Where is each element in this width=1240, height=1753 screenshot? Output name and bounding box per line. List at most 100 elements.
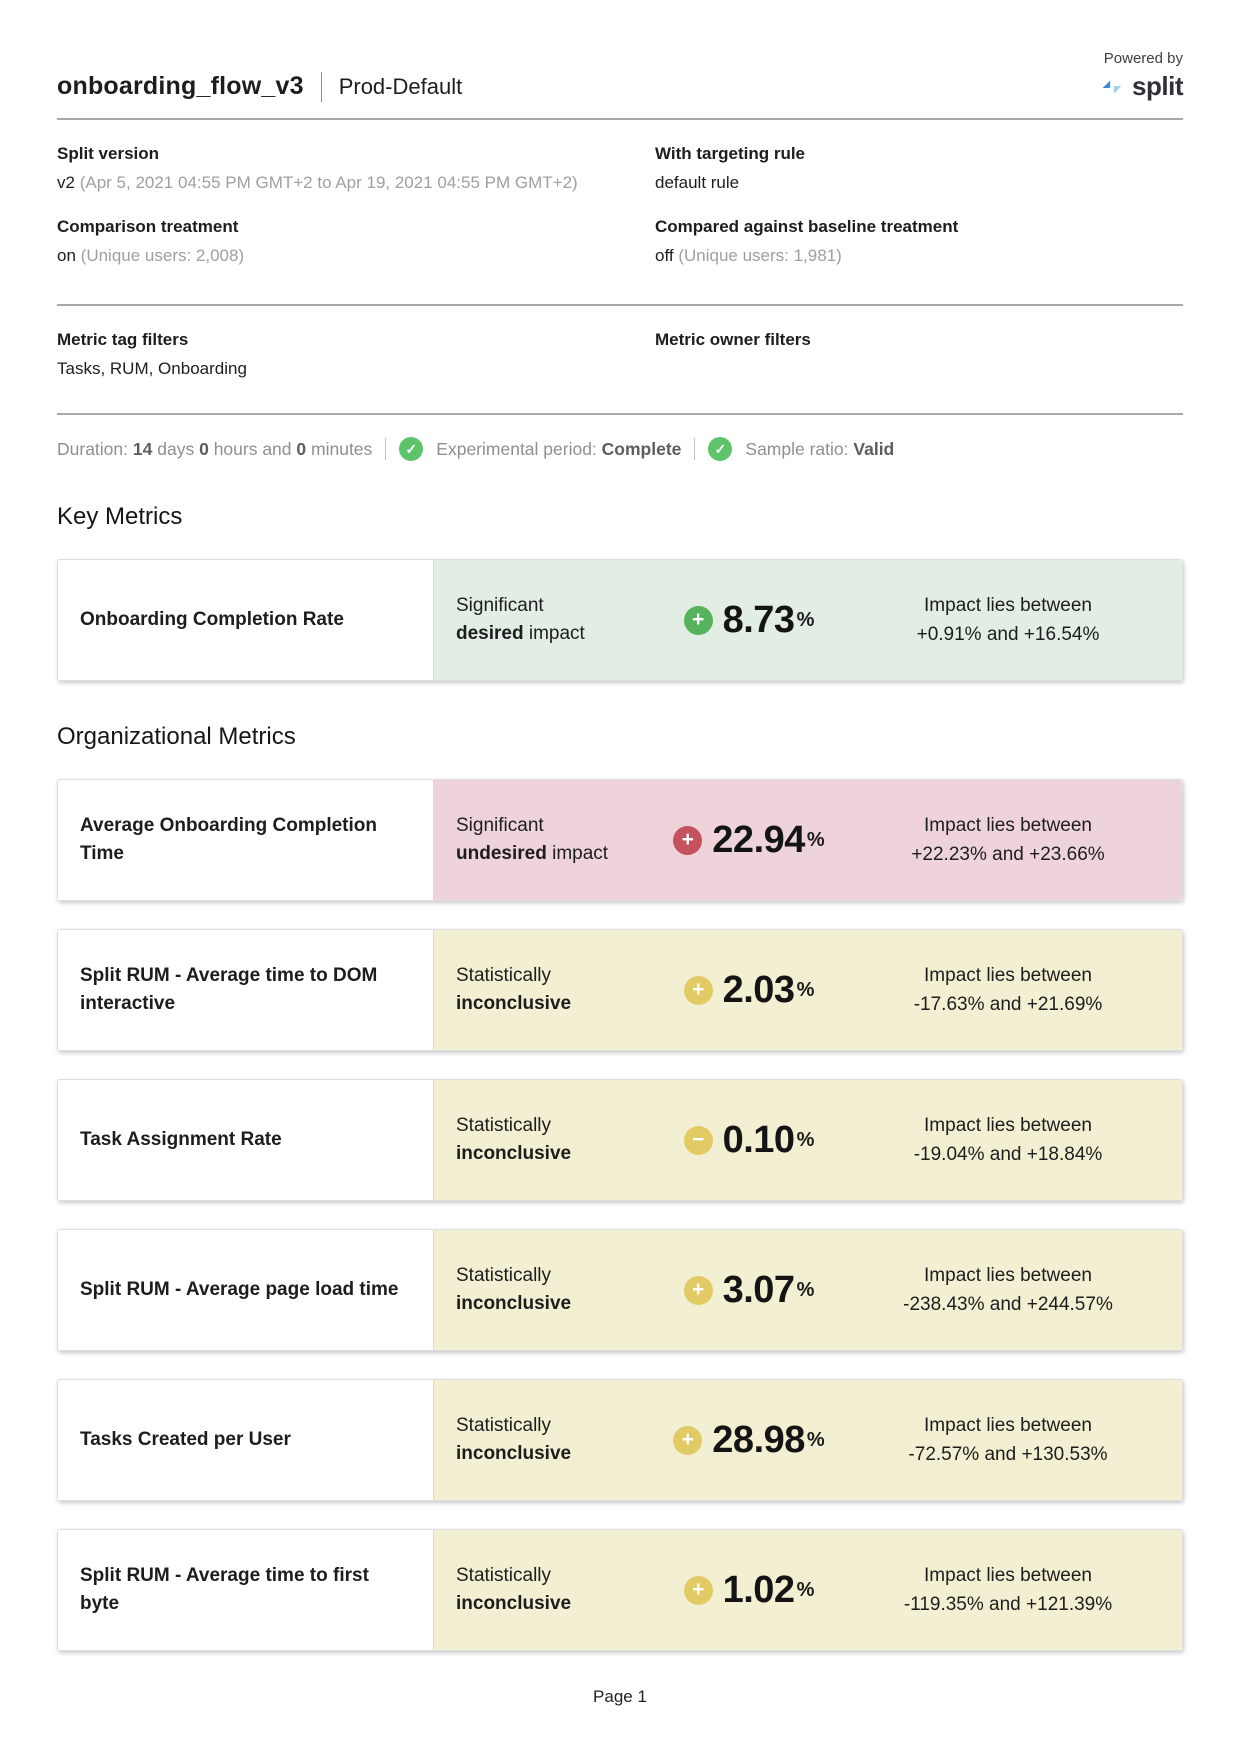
meta-note: (Apr 5, 2021 04:55 PM GMT+2 to Apr 19, 2… (79, 173, 578, 192)
meta-tag-filters: Metric tag filters Tasks, RUM, Onboardin… (57, 330, 655, 379)
metric-value-group: + 28.98 % (646, 1419, 852, 1462)
metric-status: Significant desired impact (456, 594, 585, 645)
vertical-separator (385, 438, 387, 460)
metric-name: Split RUM - Average time to first byte (58, 1530, 434, 1650)
metric-result: Statistically inconclusive + 28.98 % Imp… (434, 1380, 1182, 1500)
split-logo-icon (1102, 72, 1122, 101)
plus-circle-icon: + (683, 605, 713, 635)
metric-status: Statistically inconclusive (456, 1564, 572, 1615)
metric-name: Tasks Created per User (58, 1380, 434, 1500)
meta-value: default rule (655, 173, 740, 192)
metric-result: Statistically inconclusive + 2.03 % Impa… (434, 930, 1182, 1050)
meta-owner-filters: Metric owner filters (655, 330, 1183, 379)
split-name-title: onboarding_flow_v3 (57, 72, 304, 100)
metric-value-group: + 22.94 % (646, 819, 852, 862)
title-separator (320, 71, 322, 102)
metric-result: Significant undesired impact + 22.94 % I… (434, 780, 1182, 900)
metric-status: Statistically inconclusive (456, 1114, 572, 1165)
impact-range: Impact lies between -19.04% and +18.84% (913, 1114, 1103, 1165)
impact-value: 8.73 (722, 598, 795, 641)
plus-circle-icon: + (683, 1575, 713, 1605)
metric-card-avg-onboarding-completion-time: Average Onboarding Completion Time Signi… (57, 779, 1183, 901)
metric-card-rum-time-to-first-byte: Split RUM - Average time to first byte S… (57, 1529, 1183, 1651)
meta-comparison-treatment: Comparison treatment on (Unique users: 2… (57, 217, 655, 266)
metric-status: Significant undesired impact (456, 814, 609, 865)
impact-range: Impact lies between -72.57% and +130.53% (908, 1414, 1108, 1465)
impact-range: Impact lies between +22.23% and +23.66% (911, 814, 1105, 865)
meta-label: Split version (57, 144, 160, 163)
meta-split-version: Split version v2 (Apr 5, 2021 04:55 PM G… (57, 144, 655, 193)
meta-value: v2 (Apr 5, 2021 04:55 PM GMT+2 to Apr 19… (57, 173, 578, 192)
powered-by-label: Powered by (1103, 50, 1183, 67)
plus-circle-icon: + (683, 1275, 713, 1305)
metric-filters: Metric tag filters Tasks, RUM, Onboardin… (57, 306, 1183, 379)
metric-name: Task Assignment Rate (58, 1080, 434, 1200)
meta-value: on (Unique users: 2,008) (57, 246, 245, 265)
experiment-status-bar: Duration: 14 days 0 hours and 0 minutes … (57, 437, 1183, 461)
meta-note: (Unique users: 2,008) (80, 246, 245, 265)
split-logotype: split (1132, 71, 1183, 101)
split-logo: split (1097, 71, 1183, 102)
metric-value-group: − 0.10 % (646, 1119, 852, 1162)
metric-name: Onboarding Completion Rate (58, 560, 434, 680)
divider (57, 118, 1183, 120)
meta-label: Metric tag filters (57, 330, 189, 349)
plus-circle-icon: + (683, 975, 713, 1005)
percent-sign: % (796, 1578, 815, 1601)
impact-value: 3.07 (722, 1268, 795, 1311)
metric-name: Average Onboarding Completion Time (58, 780, 434, 900)
metric-card-task-assignment-rate: Task Assignment Rate Statistically incon… (57, 1079, 1183, 1201)
impact-value: 0.10 (722, 1118, 795, 1161)
metric-card-tasks-created-per-user: Tasks Created per User Statistically inc… (57, 1379, 1183, 1501)
meta-label: With targeting rule (655, 144, 806, 163)
metric-name: Split RUM - Average page load time (58, 1230, 434, 1350)
percent-sign: % (806, 1428, 825, 1451)
percent-sign: % (796, 608, 815, 631)
metric-value-group: + 3.07 % (646, 1269, 852, 1312)
metric-value-group: + 2.03 % (646, 969, 852, 1012)
percent-sign: % (806, 828, 825, 851)
metric-value-group: + 8.73 % (646, 599, 852, 642)
meta-note: (Unique users: 1,981) (678, 246, 842, 265)
experimental-period-text: Experimental period: Complete (436, 438, 682, 459)
title-group: onboarding_flow_v3 Prod-Default (57, 71, 463, 102)
plus-circle-icon: + (673, 825, 703, 855)
meta-label: Compared against baseline treatment (655, 217, 959, 236)
metric-card-onboarding-completion-rate: Onboarding Completion Rate Significant d… (57, 559, 1183, 681)
impact-value: 2.03 (722, 968, 795, 1011)
metric-result: Significant desired impact + 8.73 % Impa… (434, 560, 1182, 680)
report-header: onboarding_flow_v3 Prod-Default split (57, 71, 1183, 102)
percent-sign: % (796, 978, 815, 1001)
impact-range: Impact lies between +0.91% and +16.54% (916, 594, 1100, 645)
meta-value: Tasks, RUM, Onboarding (57, 359, 247, 378)
plus-circle-icon: + (673, 1425, 703, 1455)
page-number: Page 1 (593, 1687, 647, 1706)
duration-text: Duration: 14 days 0 hours and 0 minutes (57, 438, 373, 459)
percent-sign: % (796, 1128, 815, 1151)
impact-value: 1.02 (722, 1568, 795, 1611)
vertical-separator (694, 438, 696, 460)
meta-value: off (Unique users: 1,981) (655, 246, 842, 265)
impact-value: 28.98 (712, 1418, 805, 1461)
impact-range: Impact lies between -17.63% and +21.69% (913, 964, 1103, 1015)
meta-label: Comparison treatment (57, 217, 239, 236)
impact-value: 22.94 (712, 818, 805, 861)
sample-ratio-text: Sample ratio: Valid (745, 438, 895, 459)
metric-card-rum-dom-interactive: Split RUM - Average time to DOM interact… (57, 929, 1183, 1051)
divider (57, 304, 1183, 306)
metric-result: Statistically inconclusive + 3.07 % Impa… (434, 1230, 1182, 1350)
impact-range: Impact lies between -119.35% and +121.39… (903, 1564, 1113, 1615)
meta-label: Metric owner filters (655, 330, 811, 349)
environment-name: Prod-Default (338, 73, 463, 99)
divider (57, 413, 1183, 415)
organizational-metrics-heading: Organizational Metrics (57, 723, 296, 750)
check-circle-icon: ✓ (708, 437, 733, 461)
impact-range: Impact lies between -238.43% and +244.57… (903, 1264, 1113, 1315)
metric-status: Statistically inconclusive (456, 1264, 572, 1315)
metric-name: Split RUM - Average time to DOM interact… (58, 930, 434, 1050)
meta-baseline-treatment: Compared against baseline treatment off … (655, 217, 1183, 266)
meta-targeting-rule: With targeting rule default rule (655, 144, 1183, 193)
metric-status: Statistically inconclusive (456, 964, 572, 1015)
metric-result: Statistically inconclusive + 1.02 % Impa… (434, 1530, 1182, 1650)
